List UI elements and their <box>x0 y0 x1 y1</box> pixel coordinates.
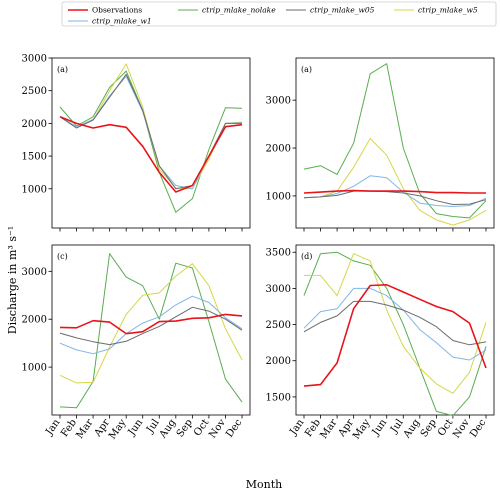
series-line-ctrip_mlake_w1 <box>59 75 243 190</box>
y-tick-label: 1000 <box>22 363 47 374</box>
series-line-ctrip_mlake_nolake <box>303 63 487 219</box>
x-tick-label: Jan <box>43 417 62 438</box>
panel-2: 1000 2000 3000 (a) <box>266 57 495 232</box>
x-tick-label: Dec <box>468 417 488 440</box>
series-line-Observations <box>303 283 487 387</box>
y-tick-label: 1500 <box>22 152 47 163</box>
x-tick-label: Jun <box>126 417 146 438</box>
y-tick-label: 1000 <box>22 184 47 195</box>
legend-label-ctrip_mlake_w05: ctrip_mlake_w05 <box>310 6 375 15</box>
y-tick-label: 2000 <box>266 356 291 367</box>
y-tick-label: 3000 <box>22 54 47 65</box>
y-tick-label: 1500 <box>266 392 291 403</box>
series-line-ctrip_mlake_w1 <box>303 175 487 207</box>
x-tick-label: Mar <box>75 417 96 441</box>
panel-frame <box>295 244 495 416</box>
legend-label-ctrip_mlake_w1: ctrip_mlake_w1 <box>92 17 152 26</box>
x-tick-label: May <box>107 417 129 441</box>
panel-label: (a) <box>57 65 68 74</box>
x-tick-label: Mar <box>319 417 340 441</box>
panels: 10001500200025003000(a)100020003000(a)10… <box>22 54 495 442</box>
panel-frame <box>51 244 251 416</box>
y-tick-label: 2000 <box>22 119 47 130</box>
y-tick-label: 2500 <box>266 320 291 331</box>
x-tick-label: Nov <box>451 417 472 440</box>
x-tick-label: Aug <box>401 417 422 441</box>
x-tick-label: Aug <box>157 417 178 441</box>
series-line-ctrip_mlake_nolake <box>303 251 487 417</box>
legend-label-ctrip_mlake_nolake: ctrip_mlake_nolake <box>202 6 276 15</box>
x-axis-label: Month <box>246 478 282 491</box>
series-line-ctrip_mlake_w05 <box>59 306 243 346</box>
legend-label-Observations: Observations <box>92 6 142 15</box>
x-tick-label: Dec <box>224 417 244 440</box>
series-line-ctrip_mlake_w1 <box>303 287 487 361</box>
series-line-Observations <box>303 189 486 194</box>
series-line-ctrip_mlake_w05 <box>59 73 242 190</box>
y-tick-label: 1000 <box>266 191 291 202</box>
x-tick-label: Nov <box>207 417 228 440</box>
legend: Observations ctrip_mlake_nolake ctrip_mlak… <box>61 1 497 27</box>
series-line-Observations <box>59 116 243 193</box>
series-line-Observations <box>59 313 243 335</box>
panel-frame <box>295 57 495 229</box>
y-axis-label: Discharge in m³ s⁻¹ <box>6 226 19 334</box>
series-line-ctrip_mlake_w5 <box>304 253 487 394</box>
y-tick-label: 3500 <box>266 248 291 259</box>
series-line-ctrip_mlake_w1 <box>59 295 243 355</box>
y-tick-label: 3000 <box>266 284 291 295</box>
series-line-ctrip_mlake_w05 <box>303 300 487 346</box>
y-tick-label: 2000 <box>266 144 291 155</box>
x-tick-label: Sep <box>175 417 195 439</box>
panel-frame <box>51 57 251 229</box>
y-tick-label: 2000 <box>22 315 47 326</box>
series-line-ctrip_mlake_w5 <box>59 263 243 384</box>
panel-label: (a) <box>301 65 312 74</box>
panel-label: (d) <box>301 252 312 261</box>
series-line-ctrip_mlake_nolake <box>59 253 243 409</box>
panel-label: (c) <box>57 252 68 261</box>
series-line-ctrip_mlake_nolake <box>59 70 243 213</box>
y-tick-label: 3000 <box>22 267 47 278</box>
series-line-ctrip_mlake_w05 <box>303 190 487 205</box>
y-tick-label: 2500 <box>22 86 47 97</box>
x-tick-label: May <box>351 417 373 441</box>
legend-label-ctrip_mlake_w5: ctrip_mlake_w5 <box>418 6 478 15</box>
x-tick-label: Sep <box>419 417 439 439</box>
legend-box <box>61 1 497 27</box>
x-tick-label: Jan <box>287 417 306 438</box>
y-tick-label: 3000 <box>266 96 291 107</box>
x-tick-label: Jun <box>370 417 390 438</box>
series-line-ctrip_mlake_w5 <box>303 138 487 226</box>
panel-1: 1000 1500 2000 2500 3000 (a) <box>22 54 251 232</box>
